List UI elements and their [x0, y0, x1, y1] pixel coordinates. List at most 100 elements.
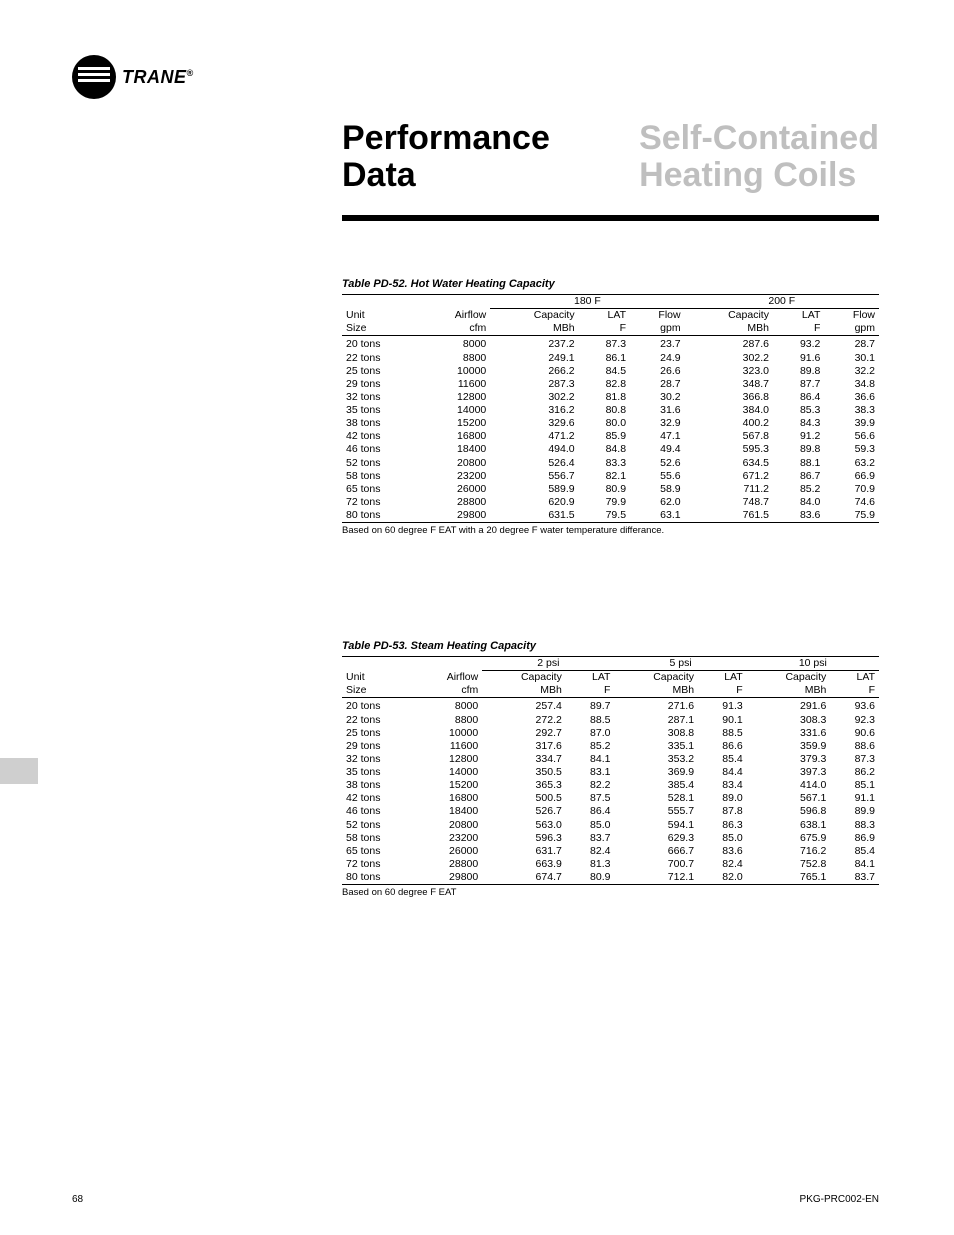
- table2-row: 46 tons18400526.786.4555.787.8596.889.9: [342, 805, 879, 818]
- table-hot-water: 180 F 200 F UnitAirflowCapacityLATFlowCa…: [342, 294, 879, 523]
- table2-row: 72 tons28800663.981.3700.782.4752.884.1: [342, 858, 879, 871]
- table2-row: 29 tons11600317.685.2335.186.6359.988.6: [342, 740, 879, 753]
- table1-cell: 35 tons: [342, 404, 419, 417]
- table1-group2: 200 F: [685, 295, 879, 309]
- brand-name: TRANE®: [122, 67, 194, 88]
- hot-water-section: Table PD-52. Hot Water Heating Capacity …: [342, 278, 879, 536]
- title-primary-line1: Performance: [342, 120, 550, 157]
- table1-header-bot-7: gpm: [824, 322, 879, 336]
- table2-cell: 85.0: [698, 832, 747, 845]
- table1-cell: 634.5: [685, 457, 773, 470]
- table1-cell: 83.3: [579, 457, 630, 470]
- table-steam: 2 psi 5 psi 10 psi UnitAirflowCapacityLA…: [342, 656, 879, 885]
- table1-cell: 20 tons: [342, 336, 419, 352]
- table1-cell: 29800: [419, 509, 490, 523]
- table1-cell: 28.7: [824, 336, 879, 352]
- table2-cell: 29800: [415, 871, 483, 885]
- table1-cell: 79.5: [579, 509, 630, 523]
- table2-cell: 291.6: [747, 698, 831, 714]
- table2-row: 35 tons14000350.583.1369.984.4397.386.2: [342, 766, 879, 779]
- table2-footnote: Based on 60 degree F EAT: [342, 887, 879, 898]
- table1-cell: 49.4: [630, 443, 685, 456]
- table1-cell: 302.2: [490, 391, 578, 404]
- table2-header-bot-3: F: [566, 684, 615, 698]
- table1-cell: 65 tons: [342, 483, 419, 496]
- table1-cell: 323.0: [685, 365, 773, 378]
- table1-cell: 30.1: [824, 352, 879, 365]
- table2-row: 32 tons12800334.784.1353.285.4379.387.3: [342, 753, 879, 766]
- table1-cell: 66.9: [824, 470, 879, 483]
- table2-cell: 666.7: [614, 845, 698, 858]
- table1-cell: 85.9: [579, 430, 630, 443]
- table1-cell: 32.2: [824, 365, 879, 378]
- table1-cell: 56.6: [824, 430, 879, 443]
- table1-row: 42 tons16800471.285.947.1567.891.256.6: [342, 430, 879, 443]
- table1-cell: 39.9: [824, 417, 879, 430]
- table1-row: 25 tons10000266.284.526.6323.089.832.2: [342, 365, 879, 378]
- table2-cell: 83.7: [566, 832, 615, 845]
- table1-cell: 384.0: [685, 404, 773, 417]
- table1-cell: 84.3: [773, 417, 824, 430]
- table2-header-row-bot: SizecfmMBhFMBhFMBhF: [342, 684, 879, 698]
- table1-cell: 29 tons: [342, 378, 419, 391]
- table1-cell: 24.9: [630, 352, 685, 365]
- table1-row: 52 tons20800526.483.352.6634.588.163.2: [342, 457, 879, 470]
- table1-row: 58 tons23200556.782.155.6671.286.766.9: [342, 470, 879, 483]
- table2-cell: 752.8: [747, 858, 831, 871]
- table2-cell: 331.6: [747, 727, 831, 740]
- table2-cell: 92.3: [830, 714, 879, 727]
- table1-cell: 25 tons: [342, 365, 419, 378]
- table2-cell: 35 tons: [342, 766, 415, 779]
- table1-cell: 567.8: [685, 430, 773, 443]
- table2-cell: 700.7: [614, 858, 698, 871]
- table2-cell: 42 tons: [342, 792, 415, 805]
- table1-cell: 249.1: [490, 352, 578, 365]
- table2-cell: 379.3: [747, 753, 831, 766]
- table2-cell: 359.9: [747, 740, 831, 753]
- table2-cell: 526.7: [482, 805, 566, 818]
- table1-cell: 52.6: [630, 457, 685, 470]
- table1-header-top-6: LAT: [773, 309, 824, 323]
- table2-cell: 631.7: [482, 845, 566, 858]
- table1-cell: 84.5: [579, 365, 630, 378]
- table2-cell: 87.8: [698, 805, 747, 818]
- table1-cell: 556.7: [490, 470, 578, 483]
- table1-blank-group: [342, 295, 490, 309]
- table2-cell: 80 tons: [342, 871, 415, 885]
- table2-cell: 29 tons: [342, 740, 415, 753]
- table1-cell: 58.9: [630, 483, 685, 496]
- table1-cell: 526.4: [490, 457, 578, 470]
- table1-cell: 87.7: [773, 378, 824, 391]
- table1-cell: 348.7: [685, 378, 773, 391]
- table2-row: 58 tons23200596.383.7629.385.0675.986.9: [342, 832, 879, 845]
- table2-cell: 528.1: [614, 792, 698, 805]
- table1-header-row-bot: SizecfmMBhFgpmMBhFgpm: [342, 322, 879, 336]
- table2-cell: 397.3: [747, 766, 831, 779]
- table1-row: 72 tons28800620.979.962.0748.784.074.6: [342, 496, 879, 509]
- logo-mark-icon: [72, 55, 116, 99]
- table2-group2: 5 psi: [614, 657, 746, 671]
- table2-cell: 25 tons: [342, 727, 415, 740]
- table1-cell: 83.6: [773, 509, 824, 523]
- table1-cell: 85.3: [773, 404, 824, 417]
- table2-cell: 369.9: [614, 766, 698, 779]
- table2-cell: 91.1: [830, 792, 879, 805]
- table2-header-bot-6: MBh: [747, 684, 831, 698]
- side-tab: [0, 758, 38, 784]
- table2-cell: 18400: [415, 805, 483, 818]
- table1-cell: 93.2: [773, 336, 824, 352]
- table2-cell: 65 tons: [342, 845, 415, 858]
- table2-cell: 8800: [415, 714, 483, 727]
- table2-cell: 365.3: [482, 779, 566, 792]
- table1-cell: 79.9: [579, 496, 630, 509]
- table1-cell: 31.6: [630, 404, 685, 417]
- table1-cell: 63.2: [824, 457, 879, 470]
- table1-cell: 85.2: [773, 483, 824, 496]
- table1-cell: 80 tons: [342, 509, 419, 523]
- table2-cell: 594.1: [614, 819, 698, 832]
- table1-cell: 16800: [419, 430, 490, 443]
- table2-cell: 81.3: [566, 858, 615, 871]
- table2-cell: 85.0: [566, 819, 615, 832]
- table1-cell: 761.5: [685, 509, 773, 523]
- table2-cell: 86.6: [698, 740, 747, 753]
